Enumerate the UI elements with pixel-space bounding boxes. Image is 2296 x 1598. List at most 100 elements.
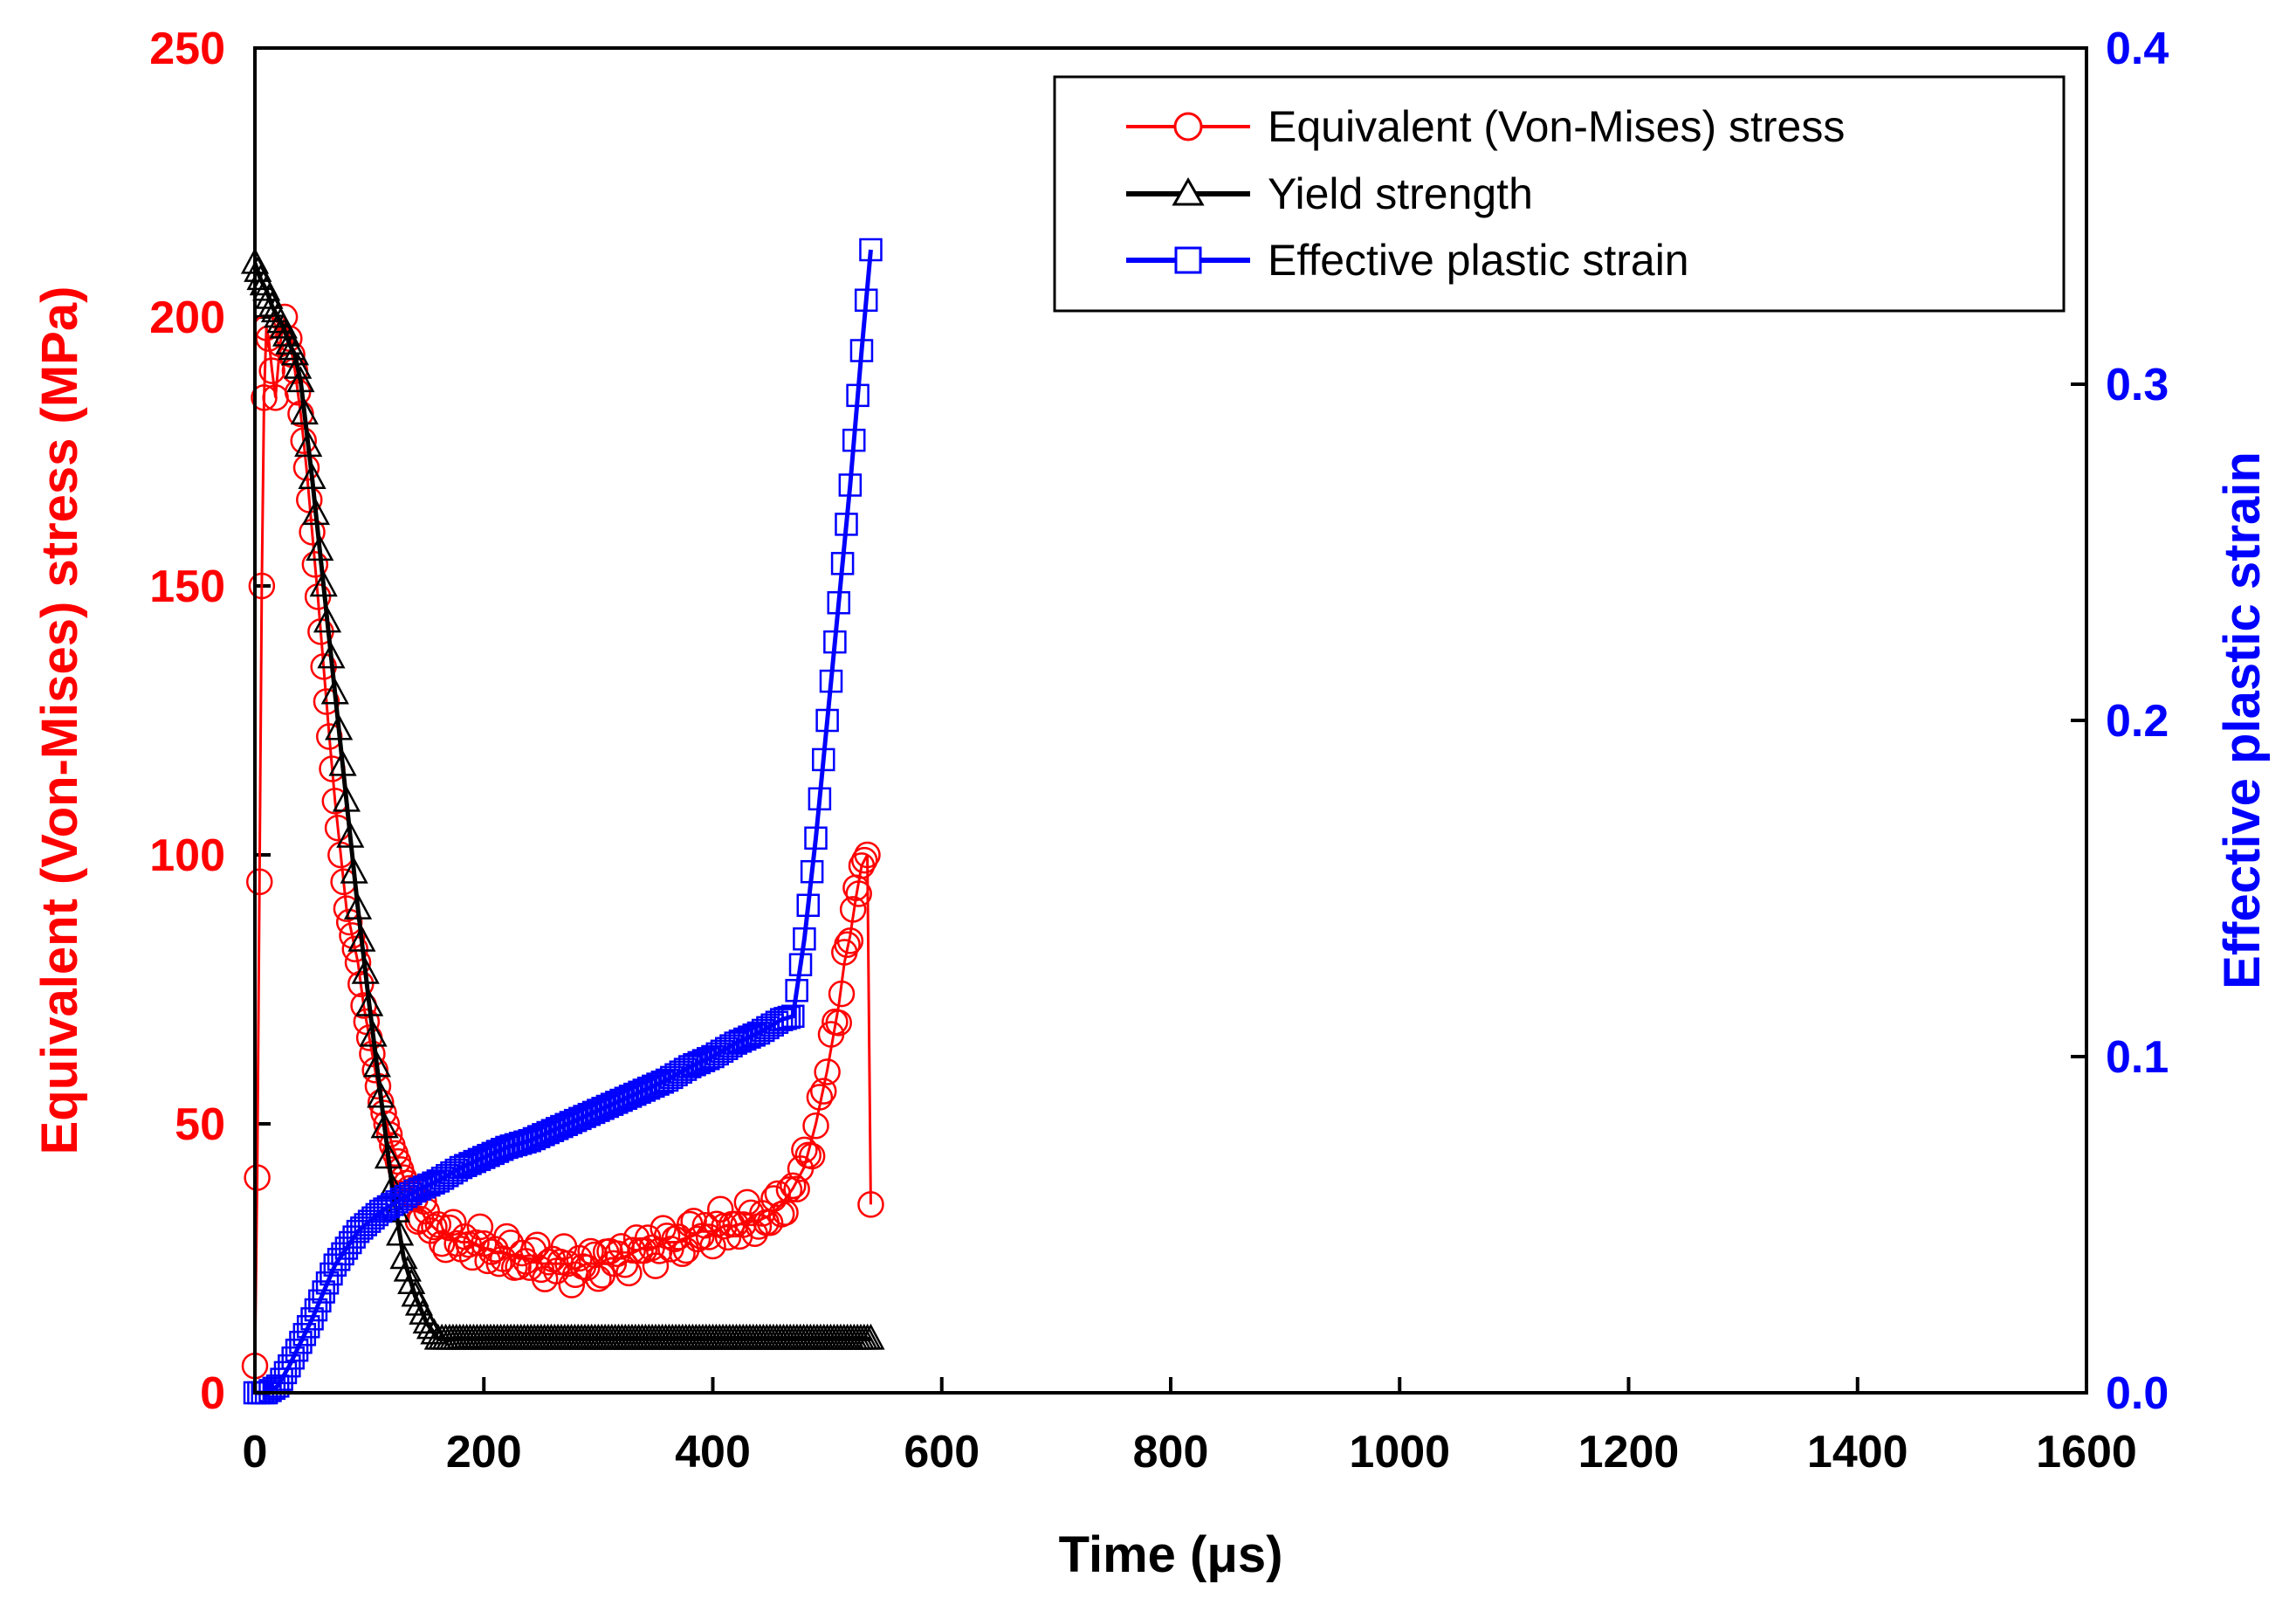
y-tick-label: 100 bbox=[149, 830, 225, 881]
legend-label-strain: Effective plastic strain bbox=[1268, 236, 1689, 285]
data-point bbox=[309, 570, 338, 597]
data-point bbox=[485, 1140, 510, 1163]
legend-item-strain: Effective plastic strain bbox=[1126, 236, 1689, 285]
data-point bbox=[513, 1130, 537, 1154]
data-point bbox=[320, 678, 349, 705]
x-tick-label: 1600 bbox=[2036, 1427, 2137, 1477]
data-point bbox=[258, 357, 285, 384]
y2-tick-label: 0.4 bbox=[2106, 24, 2169, 74]
data-point bbox=[719, 1034, 743, 1057]
legend: Equivalent (Von-Mises) stress Yield stre… bbox=[1053, 75, 2066, 313]
data-point bbox=[732, 1027, 757, 1051]
data-point bbox=[347, 925, 376, 952]
data-point bbox=[825, 1009, 852, 1037]
data-point bbox=[499, 1134, 523, 1158]
data-point bbox=[810, 1078, 837, 1105]
data-point bbox=[251, 384, 278, 411]
data-point bbox=[317, 642, 346, 669]
data-point bbox=[466, 1213, 494, 1241]
data-point bbox=[559, 1111, 583, 1134]
data-point bbox=[828, 980, 856, 1008]
data-point bbox=[834, 931, 861, 958]
data-point bbox=[301, 551, 329, 578]
data-point bbox=[669, 1240, 696, 1267]
data-point bbox=[367, 1081, 395, 1108]
data-point bbox=[798, 1142, 826, 1170]
data-point bbox=[389, 1243, 418, 1270]
data-point bbox=[294, 430, 323, 458]
data-point bbox=[605, 1091, 629, 1114]
x-tick-label: 1400 bbox=[1807, 1427, 1908, 1477]
x-tick-label: 200 bbox=[446, 1427, 522, 1477]
y2-tick-label: 0.2 bbox=[2106, 696, 2169, 747]
legend-marker-square bbox=[1174, 246, 1202, 274]
data-point bbox=[278, 1353, 301, 1378]
y2-tick-label: 0.0 bbox=[2106, 1368, 2169, 1419]
data-point bbox=[838, 473, 863, 497]
data-point bbox=[351, 957, 380, 984]
data-point bbox=[791, 1136, 818, 1164]
data-point bbox=[568, 1106, 592, 1131]
data-point bbox=[536, 1120, 560, 1145]
data-point bbox=[788, 953, 813, 977]
data-point bbox=[581, 1100, 606, 1125]
data-point bbox=[622, 1224, 650, 1251]
data-point bbox=[262, 384, 289, 411]
plot-frame bbox=[253, 46, 2088, 1395]
legend-marker-circle bbox=[1173, 112, 1203, 141]
data-point bbox=[421, 1213, 448, 1241]
data-point bbox=[449, 1155, 473, 1180]
y2-tick-label: 0.3 bbox=[2106, 360, 2169, 410]
data-point bbox=[781, 1004, 805, 1029]
x-axis-title: Time (μs) bbox=[1059, 1526, 1283, 1583]
y2-tick-label: 0.1 bbox=[2106, 1032, 2169, 1083]
data-point bbox=[827, 591, 850, 615]
data-point bbox=[628, 1080, 651, 1105]
data-point bbox=[313, 688, 340, 715]
data-point bbox=[336, 821, 365, 848]
data-point bbox=[355, 989, 384, 1016]
data-point bbox=[281, 1346, 305, 1370]
y-tick-label: 200 bbox=[149, 293, 225, 343]
data-point bbox=[403, 1179, 427, 1203]
y2-axis-title: Effective plastic strain bbox=[2214, 451, 2271, 989]
data-point bbox=[313, 606, 342, 633]
data-point bbox=[591, 1097, 615, 1120]
data-point bbox=[467, 1147, 492, 1172]
data-point bbox=[587, 1099, 610, 1122]
data-point bbox=[577, 1237, 604, 1265]
data-point bbox=[508, 1132, 533, 1155]
data-point bbox=[812, 747, 835, 772]
data-point bbox=[535, 1249, 562, 1276]
data-point bbox=[505, 1253, 532, 1281]
data-point bbox=[490, 1138, 514, 1161]
data-point bbox=[800, 860, 824, 884]
legend-marker-triangle bbox=[1172, 176, 1205, 206]
data-point bbox=[397, 1268, 426, 1294]
data-point bbox=[854, 841, 881, 869]
data-point bbox=[284, 378, 312, 406]
data-point bbox=[808, 787, 832, 811]
data-point bbox=[859, 238, 883, 262]
data-point bbox=[815, 708, 839, 733]
data-point bbox=[308, 1289, 332, 1313]
data-point bbox=[301, 499, 331, 526]
data-point bbox=[680, 1208, 707, 1235]
data-point bbox=[836, 927, 864, 954]
x-tick-label: 600 bbox=[904, 1427, 980, 1477]
data-point bbox=[289, 1331, 313, 1354]
data-point bbox=[678, 1055, 702, 1078]
data-point bbox=[315, 1271, 340, 1295]
data-point bbox=[540, 1119, 565, 1142]
data-point bbox=[522, 1126, 547, 1151]
data-point bbox=[724, 1031, 747, 1055]
data-point bbox=[585, 1264, 612, 1292]
data-point bbox=[642, 1252, 670, 1279]
data-point bbox=[518, 1129, 541, 1153]
data-point bbox=[785, 979, 808, 1002]
data-point bbox=[328, 749, 357, 776]
data-point bbox=[444, 1158, 469, 1182]
data-point bbox=[772, 1199, 799, 1226]
data-point bbox=[244, 1164, 271, 1191]
